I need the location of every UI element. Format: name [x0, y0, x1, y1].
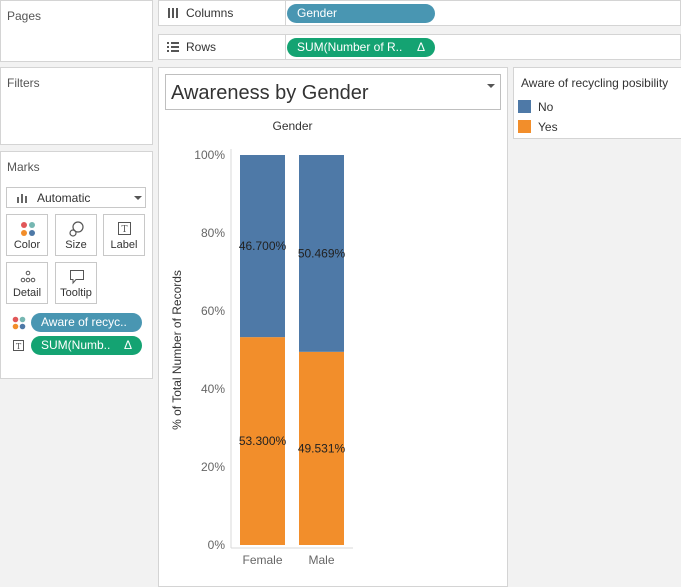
y-tick-label: 40% — [201, 382, 225, 396]
delta-icon: Δ — [416, 40, 425, 54]
label-field-pill[interactable]: SUM(Numb.. Δ — [31, 336, 142, 355]
sheet-title: Awareness by Gender — [171, 82, 369, 104]
sum-records-row-pill[interactable]: SUM(Number of R.. Δ — [287, 38, 435, 57]
filters-title: Filters — [7, 76, 40, 90]
y-tick-label: 0% — [208, 538, 226, 552]
mark-type-value: Automatic — [37, 191, 91, 205]
legend-label-yes: Yes — [538, 120, 558, 134]
x-tick-label: Male — [308, 553, 334, 567]
data-label-female-no: 46.700% — [239, 239, 287, 253]
pages-title: Pages — [7, 9, 42, 23]
gender-column-pill-label: Gender — [297, 6, 338, 20]
color-button-label: Color — [13, 239, 41, 251]
bar-chart-icon — [17, 194, 27, 203]
label-button[interactable]: T Label — [103, 214, 145, 256]
color-button[interactable]: Color — [6, 214, 48, 256]
detail-button[interactable]: Detail — [6, 262, 48, 304]
rows-shelf[interactable]: Rows SUM(Number of R.. Δ — [158, 34, 681, 60]
data-label-male-no: 50.469% — [298, 246, 346, 260]
columns-icon — [168, 8, 178, 18]
chevron-down-icon[interactable] — [487, 84, 495, 88]
detail-dots-icon — [20, 270, 36, 283]
x-tick-label: Female — [242, 553, 282, 567]
y-tick-label: 100% — [194, 148, 225, 162]
marks-title: Marks — [7, 160, 40, 174]
legend-title: Aware of recycling posibility — [521, 76, 669, 90]
label-button-label: Label — [110, 239, 138, 251]
sum-records-row-pill-label: SUM(Number of R.. — [297, 40, 403, 54]
color-dots-icon — [21, 222, 35, 236]
rows-label: Rows — [186, 40, 217, 54]
size-button-label: Size — [65, 239, 87, 251]
color-dots-icon — [12, 316, 26, 330]
columns-shelf[interactable]: Columns Gender — [158, 0, 681, 26]
legend-swatch-yes — [518, 120, 531, 133]
legend-label-no: No — [538, 100, 554, 114]
detail-button-label: Detail — [12, 287, 42, 299]
mark-type-dropdown[interactable]: Automatic — [6, 187, 146, 208]
bar-female-yes — [240, 337, 285, 545]
data-label-female-yes: 53.300% — [239, 434, 287, 448]
shelf-divider — [285, 35, 286, 59]
y-tick-label: 60% — [201, 304, 225, 318]
tooltip-icon — [70, 270, 84, 285]
y-tick-label: 80% — [201, 226, 225, 240]
pages-panel[interactable]: Pages — [0, 0, 153, 62]
data-label-male-yes: 49.531% — [298, 441, 346, 455]
y-axis-title: % of Total Number of Records — [170, 270, 184, 430]
column-header-label: Gender — [272, 119, 313, 133]
delta-icon: Δ — [123, 338, 132, 352]
bar-male-yes — [299, 351, 344, 545]
size-icon — [69, 221, 84, 237]
bar-female-no — [240, 155, 285, 338]
filters-panel[interactable]: Filters — [0, 67, 153, 145]
columns-label: Columns — [186, 6, 234, 20]
chevron-down-icon[interactable] — [134, 196, 142, 200]
svg-text:T: T — [121, 225, 127, 235]
stacked-bar-chart: 0% 20% 40% 60% 80% 100% % of Total Number of R… — [170, 148, 353, 567]
rows-icon — [167, 42, 179, 52]
text-label-icon: T — [118, 222, 131, 235]
sheet-title-box[interactable]: Awareness by Gender — [165, 74, 501, 110]
text-label-icon: T — [13, 340, 24, 351]
gender-column-pill[interactable]: Gender — [287, 4, 435, 23]
svg-text:T: T — [16, 342, 22, 351]
tooltip-button-label: Tooltip — [60, 287, 92, 299]
legend-swatch-no — [518, 100, 531, 113]
y-tick-label: 20% — [201, 460, 225, 474]
color-field-pill[interactable]: Aware of recyc.. — [31, 313, 142, 332]
legend-panel: Aware of recycling posibility — [513, 67, 681, 139]
tooltip-button[interactable]: Tooltip — [55, 262, 97, 304]
shelf-divider — [285, 1, 286, 25]
bar-male-no — [299, 155, 344, 352]
size-button[interactable]: Size — [55, 214, 97, 256]
color-field-pill-label: Aware of recyc.. — [41, 315, 127, 329]
label-field-pill-label: SUM(Numb.. — [41, 338, 111, 352]
